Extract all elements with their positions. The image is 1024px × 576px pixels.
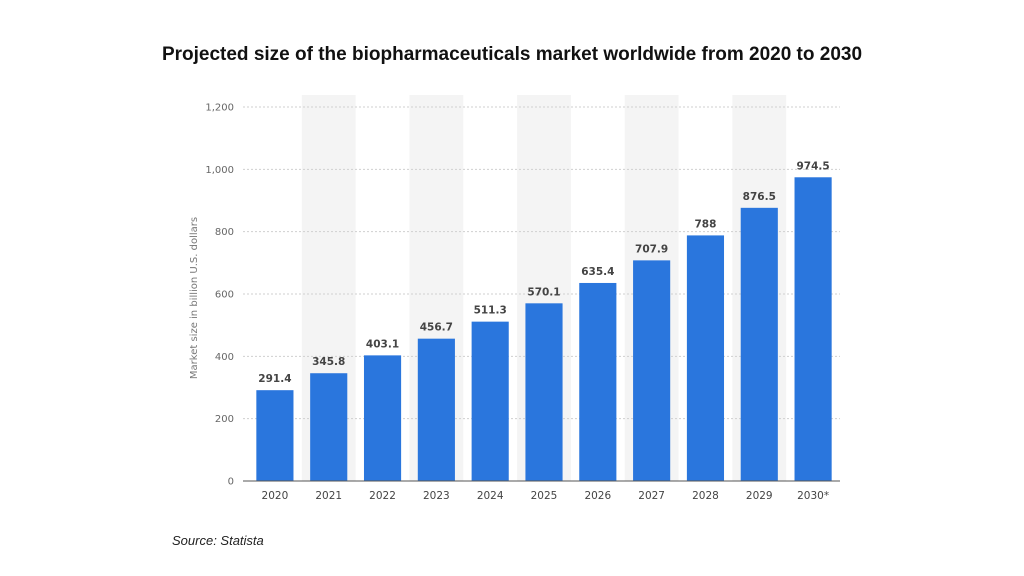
x-tick-label: 2020: [262, 490, 289, 502]
y-tick-label: 1,000: [205, 165, 234, 176]
x-tick-label: 2023: [423, 490, 450, 502]
bar-value-label: 788: [694, 218, 716, 230]
bar: [579, 282, 617, 481]
bar-value-label: 456.7: [420, 322, 453, 334]
gridlines: [243, 106, 840, 420]
bar-value-label: 511.3: [474, 305, 507, 317]
bar: [471, 321, 509, 481]
bar: [417, 338, 455, 481]
y-axis-label: Market size in billion U.S. dollars: [189, 217, 200, 379]
bar-value-label: 974.5: [796, 160, 829, 172]
bar: [525, 303, 563, 481]
bar-value-label: 570.1: [527, 286, 560, 298]
y-tick-label: 1,200: [205, 103, 234, 114]
bar: [740, 207, 778, 482]
y-tick-label: 600: [215, 290, 234, 301]
data-labels: 291.4 345.8 403.1 456.7 511.3 570.1 635.4 707.9…: [258, 160, 829, 385]
x-tick-label: 2026: [584, 490, 611, 502]
bar: [256, 390, 294, 481]
x-tick-label: 2028: [692, 490, 719, 502]
y-tick-label: 0: [228, 477, 234, 488]
bar: [633, 260, 671, 481]
y-tick-label: 800: [215, 227, 234, 238]
bar-value-label: 345.8: [312, 356, 345, 368]
y-axis-ticks: 0 200 400 600 800 1,000 1,200: [205, 103, 234, 488]
x-tick-label: 2030*: [797, 490, 829, 502]
bar-value-label: 876.5: [743, 191, 776, 203]
x-tick-label: 2021: [315, 490, 342, 502]
x-tick-label: 2029: [746, 490, 773, 502]
bars: [256, 177, 832, 482]
bar-value-label: 403.1: [366, 338, 399, 350]
bar-value-label: 707.9: [635, 243, 668, 255]
y-tick-label: 200: [215, 414, 234, 425]
x-tick-label: 2025: [531, 490, 558, 502]
x-tick-label: 2027: [638, 490, 665, 502]
bar: [794, 177, 832, 482]
bar: [686, 235, 725, 481]
y-tick-label: 400: [215, 352, 234, 363]
x-tick-label: 2022: [369, 490, 396, 502]
bar: [363, 355, 402, 481]
source-note: Source: Statista: [172, 533, 264, 548]
bar-value-label: 635.4: [581, 266, 614, 278]
x-axis-ticks: 2020 2021 2022 2023 2024 2025 2026 2027 2028 2029…: [262, 490, 830, 502]
bar-value-label: 291.4: [258, 373, 291, 385]
x-tick-label: 2024: [477, 490, 504, 502]
bar: [310, 373, 348, 481]
chart-title: Projected size of the biopharmaceuticals…: [161, 44, 863, 65]
